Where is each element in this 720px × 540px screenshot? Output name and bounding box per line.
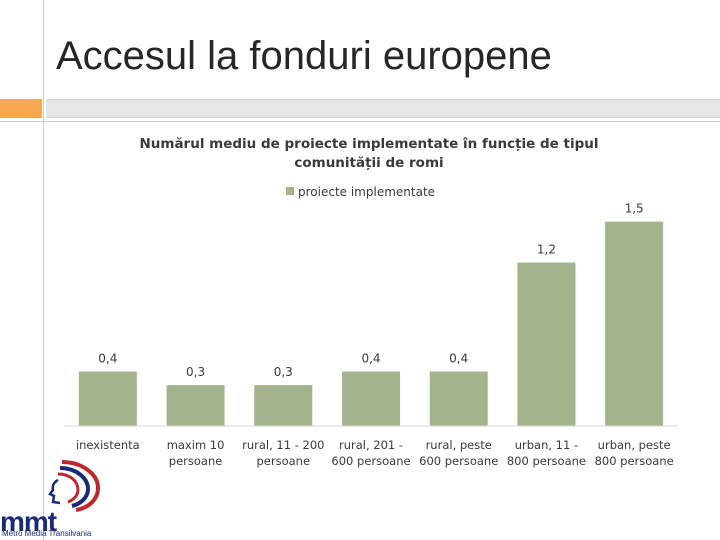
bar-0: [78, 371, 137, 426]
legend-swatch: [286, 187, 294, 195]
company-logo: mmt Metro Media Transilvania: [0, 456, 104, 540]
chart-title-line2: comunității de romi: [294, 155, 443, 171]
logo-mark: mmt: [0, 506, 57, 537]
chart-title-line1: Numărul mediu de proiecte implementate î…: [139, 136, 598, 152]
horizontal-rule: [0, 121, 720, 122]
value-label-6: 1,5: [625, 202, 644, 216]
category-label-1-0: maxim 10: [167, 438, 225, 452]
chart-svg: Numărul mediu de proiecte implementate î…: [64, 136, 678, 468]
bar-5: [517, 262, 576, 426]
category-label-5-1: 800 persoane: [507, 454, 586, 468]
bar-6: [605, 221, 664, 426]
accent-bar-orange: [0, 99, 42, 118]
legend-label: proiecte implementate: [298, 185, 435, 199]
category-label-4-0: rural, peste: [426, 438, 492, 452]
value-label-0: 0,4: [98, 352, 117, 366]
category-label-3-1: 600 persoane: [331, 454, 410, 468]
category-label-4-1: 600 persoane: [419, 454, 498, 468]
logo-emblem-icon: [48, 460, 101, 512]
value-label-5: 1,2: [537, 243, 556, 257]
value-label-2: 0,3: [274, 365, 293, 379]
accent-bar-grey: [46, 99, 720, 118]
category-label-1-1: persoane: [169, 454, 223, 468]
category-label-2-0: rural, 11 - 200: [242, 438, 324, 452]
category-label-2-1: persoane: [257, 454, 311, 468]
bar-4: [429, 371, 488, 426]
bar-2: [254, 385, 313, 426]
logo-subtitle: Metro Media Transilvania: [2, 529, 92, 538]
category-label-5-0: urban, 11 -: [515, 438, 578, 452]
slide-title: Accesul la fonduri europene: [56, 34, 552, 78]
category-label-6-1: 800 persoane: [595, 454, 674, 468]
value-label-3: 0,4: [361, 352, 380, 366]
value-label-4: 0,4: [449, 352, 468, 366]
vertical-rule: [43, 0, 44, 540]
category-label-6-0: urban, peste: [598, 438, 671, 452]
value-label-1: 0,3: [186, 365, 205, 379]
bar-1: [166, 385, 225, 426]
chart: Numărul mediu de proiecte implementate î…: [50, 122, 695, 480]
category-label-3-0: rural, 201 -: [339, 438, 403, 452]
bar-3: [342, 371, 400, 426]
category-label-0-0: inexistenta: [76, 438, 140, 452]
